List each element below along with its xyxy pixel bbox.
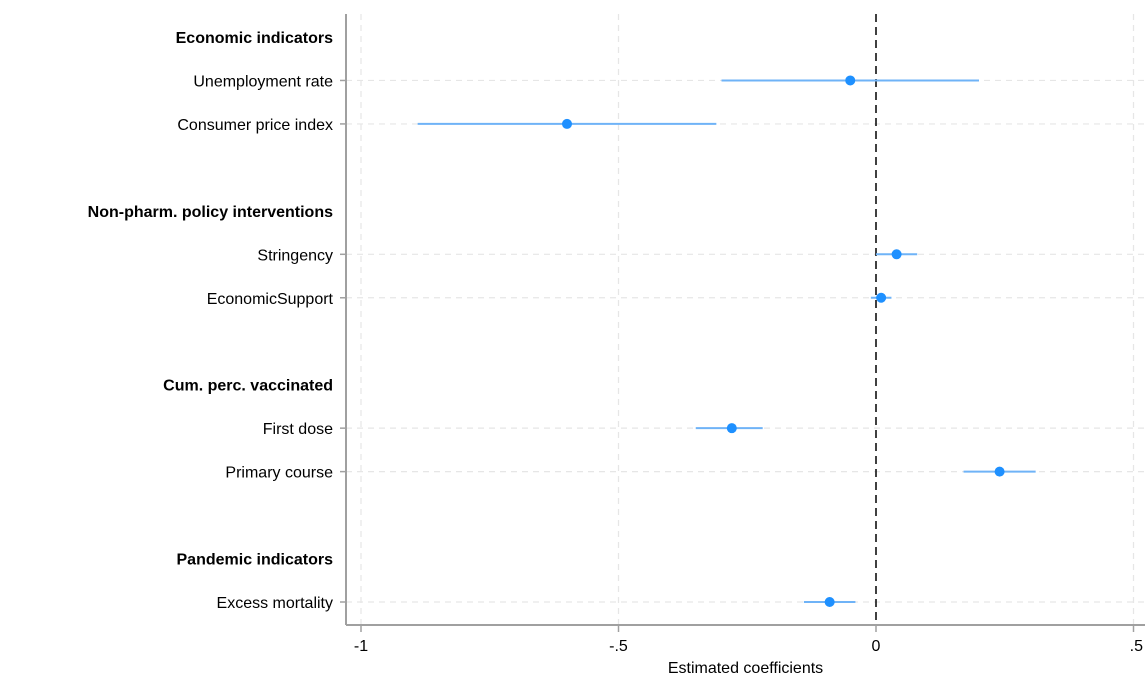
row-labels: Economic indicators Unemployment rate Cons… — [88, 30, 334, 612]
point-estimate — [845, 75, 856, 86]
group-header-label: Non-pharm. policy interventions — [88, 204, 333, 221]
group-header-label: Pandemic indicators — [177, 552, 334, 569]
point-estimate — [891, 249, 902, 260]
point-estimate — [824, 597, 835, 607]
row-label: Unemployment rate — [193, 73, 333, 90]
point-estimates — [562, 75, 1005, 607]
confidence-intervals — [417, 79, 1036, 603]
x-tick-label: -1 — [354, 638, 368, 655]
row-label: Primary course — [225, 465, 333, 482]
row-label: Stringency — [257, 247, 333, 264]
axes: -1 -.5 0 .5 — [340, 14, 1145, 655]
point-estimate — [562, 118, 572, 129]
point-estimate — [994, 466, 1005, 477]
row-label: Consumer price index — [177, 117, 333, 134]
group-header-label: Cum. perc. vaccinated — [163, 378, 333, 395]
row-label: EconomicSupport — [207, 291, 334, 308]
gridlines — [346, 14, 1145, 625]
row-label: First dose — [263, 421, 333, 438]
row-label: Excess mortality — [217, 595, 333, 612]
x-tick-label: .5 — [1130, 638, 1143, 655]
x-tick-label: 0 — [872, 638, 881, 655]
group-header-label: Economic indicators — [176, 30, 333, 47]
x-axis-title: Estimated coefficients — [668, 660, 823, 677]
x-tick-label: -.5 — [609, 638, 628, 655]
point-estimate — [726, 423, 737, 434]
point-estimate — [876, 292, 887, 303]
